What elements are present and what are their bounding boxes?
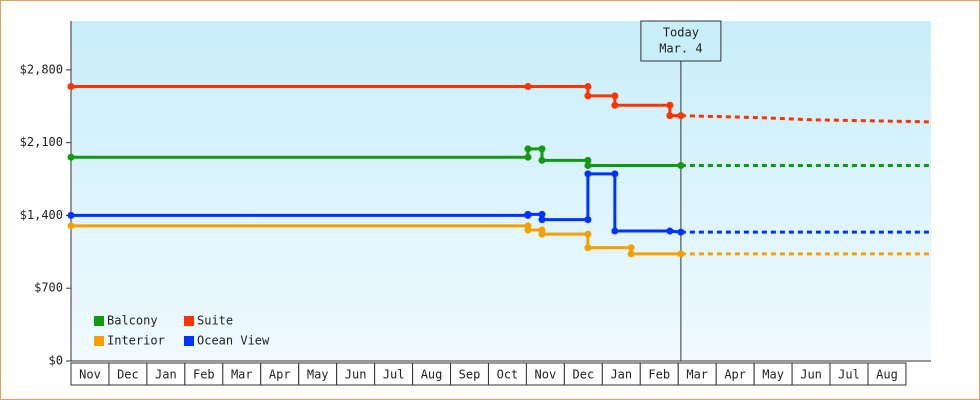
y-tick-label: $2,100 <box>20 135 63 149</box>
point <box>584 216 592 224</box>
x-tick-label: Aug <box>876 368 898 382</box>
today-box <box>640 20 722 62</box>
point <box>584 83 592 91</box>
point <box>677 112 685 120</box>
x-tick-label: Sep <box>459 368 481 382</box>
x-tick-label: Jan <box>610 368 632 382</box>
legend-label: Interior <box>107 334 165 348</box>
x-tick-label: Aug <box>421 368 443 382</box>
x-tick-label: Mar <box>686 368 708 382</box>
x-tick-label: Feb <box>193 368 215 382</box>
legend-swatch <box>94 316 104 326</box>
projection-line <box>680 114 932 124</box>
plot-area <box>71 21 931 361</box>
x-tick-label: Jan <box>155 368 177 382</box>
x-tick-label: Jul <box>383 368 405 382</box>
x-tick-label: Dec <box>117 368 139 382</box>
point <box>584 162 592 170</box>
point <box>627 244 635 252</box>
point <box>584 92 592 100</box>
point <box>677 162 685 170</box>
x-tick-label: Nov <box>535 368 557 382</box>
point <box>524 153 532 161</box>
point <box>611 227 619 235</box>
point <box>611 170 619 178</box>
today-label: Mar. 4 <box>659 42 702 56</box>
point <box>67 211 75 219</box>
x-tick-label: Mar <box>231 368 253 382</box>
today-label: Today <box>663 26 699 40</box>
point <box>524 83 532 91</box>
point <box>584 244 592 252</box>
point <box>677 228 685 236</box>
x-tick-label: Jul <box>838 368 860 382</box>
legend-label: Balcony <box>107 314 158 328</box>
x-tick-label: Jun <box>800 368 822 382</box>
point <box>584 156 592 164</box>
legend-swatch <box>184 336 194 346</box>
x-tick-label: May <box>307 368 329 382</box>
point <box>524 226 532 234</box>
point <box>677 250 685 258</box>
legend-swatch <box>94 336 104 346</box>
point <box>67 222 75 230</box>
x-tick-label: Apr <box>269 368 291 382</box>
point <box>538 156 546 164</box>
x-tick-label: Jun <box>345 368 367 382</box>
x-tick-label: May <box>762 368 784 382</box>
point <box>538 230 546 238</box>
x-tick-label: Nov <box>79 368 101 382</box>
point <box>538 216 546 224</box>
point <box>666 112 674 120</box>
point <box>611 101 619 109</box>
point <box>666 101 674 109</box>
point <box>611 92 619 100</box>
y-tick-label: $0 <box>49 354 63 368</box>
point <box>538 145 546 153</box>
point <box>666 227 674 235</box>
x-tick-label: Oct <box>497 368 519 382</box>
legend-label: Suite <box>197 314 233 328</box>
point <box>524 145 532 153</box>
point <box>584 230 592 238</box>
point <box>67 153 75 161</box>
y-tick-label: $1,400 <box>20 208 63 222</box>
point <box>584 170 592 178</box>
point <box>627 250 635 258</box>
x-tick-label: Feb <box>648 368 670 382</box>
legend-label: Ocean View <box>197 334 270 348</box>
month-cell <box>867 362 907 386</box>
point <box>67 83 75 91</box>
x-tick-label: Dec <box>573 368 595 382</box>
y-tick-label: $700 <box>34 281 63 295</box>
x-tick-label: Apr <box>724 368 746 382</box>
legend-swatch <box>184 316 194 326</box>
point <box>538 210 546 218</box>
point <box>524 210 532 218</box>
y-tick-label: $2,800 <box>20 62 63 76</box>
